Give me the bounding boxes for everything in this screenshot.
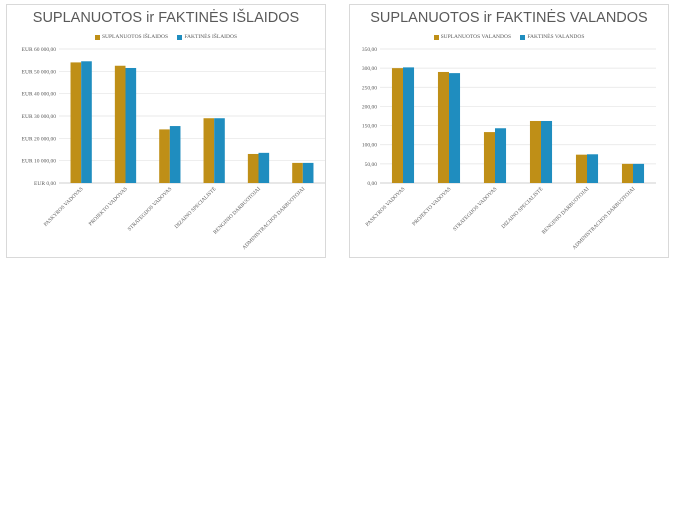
legend-item-actual: FAKTINĖS IŠLAIDOS xyxy=(177,34,237,40)
y-tick-label: EUR 40 000,00 xyxy=(22,92,57,98)
bar-actual xyxy=(403,67,415,183)
bar-actual xyxy=(302,162,314,183)
y-tick-label: 100,00 xyxy=(362,143,377,149)
bar-actual xyxy=(541,120,553,183)
bar-actual xyxy=(214,118,225,183)
y-tick-label: EUR 50 000,00 xyxy=(22,69,57,75)
bar-actual xyxy=(495,128,507,183)
legend-swatch-actual xyxy=(520,34,526,40)
y-tick-label: 50,00 xyxy=(365,162,378,168)
legend-item-actual: FAKTINĖS VALANDOS xyxy=(520,34,584,40)
bar-planned xyxy=(247,153,259,183)
legend-item-planned: SUPLANUOTOS VALANDOS xyxy=(433,34,512,40)
chart-title: SUPLANUOTOS ir FAKTINĖS IŠLAIDOS xyxy=(32,10,300,26)
bar-actual xyxy=(258,152,270,183)
x-tick-label: RENGINIO DARBUOTOJAI xyxy=(541,186,591,236)
x-tick-label: STRATEGIJOS VADOVAS xyxy=(452,186,498,232)
x-tick-label: DIZAINO SPECIALISTĖ xyxy=(173,185,218,230)
chart-plot-expenses: EUR 0,00 EUR 10 000,00 EUR 20 000,00 EUR 30… xyxy=(22,47,325,251)
x-tick-label: PROJEKTO VADOVAS xyxy=(411,186,452,227)
chart-panel-expenses: SUPLANUOTOS ir FAKTINĖS IŠLAIDOS SUPLANU… xyxy=(6,4,326,258)
bar-planned xyxy=(391,68,403,183)
x-tick-label: RENGINIO DARBUOTOJAI xyxy=(212,186,262,236)
bar-actual xyxy=(587,154,599,183)
legend-item-planned: SUPLANUOTOS IŠLAIDOS xyxy=(94,34,169,40)
x-tick-label: PROJEKTO VADOVAS xyxy=(88,186,129,227)
legend-swatch-actual xyxy=(177,34,183,40)
bar-planned xyxy=(114,65,126,183)
bar-planned xyxy=(483,132,495,183)
x-tick-label: STRATEGIJOS VADOVAS xyxy=(127,186,173,232)
bar-actual xyxy=(449,73,461,183)
legend-swatch-planned xyxy=(94,34,100,40)
chart-plot-hours: 0,00 50,00 100,00 150,00 200,00 250,00 300,00 3… xyxy=(362,47,656,251)
y-tick-label: EUR 30 000,00 xyxy=(22,114,57,120)
chart-legend: SUPLANUOTOS IŠLAIDOS FAKTINĖS IŠLAIDOS xyxy=(7,34,325,40)
bar-actual xyxy=(633,163,645,183)
y-tick-label: 200,00 xyxy=(362,104,377,110)
bar-planned xyxy=(575,154,587,183)
bar-planned xyxy=(159,129,170,183)
y-tick-label: 150,00 xyxy=(362,124,377,130)
chart-panel-hours: SUPLANUOTOS ir FAKTINĖS VALANDOS SUPLANU… xyxy=(349,4,669,258)
bar-planned xyxy=(621,163,633,183)
legend-label: FAKTINĖS VALANDOS xyxy=(527,34,585,40)
legend-label: FAKTINĖS IŠLAIDOS xyxy=(184,34,238,40)
bar-planned xyxy=(203,118,215,183)
bar-actual xyxy=(125,67,137,183)
y-tick-label: 300,00 xyxy=(362,66,377,72)
chart-legend: SUPLANUOTOS VALANDOS FAKTINĖS VALANDOS xyxy=(350,34,668,40)
chart-title: SUPLANUOTOS ir FAKTINĖS VALANDOS xyxy=(370,10,648,26)
x-tick-label: PASKYROS VADOVAS xyxy=(43,186,85,228)
legend-swatch-planned xyxy=(433,34,439,40)
legend-label: SUPLANUOTOS VALANDOS xyxy=(440,34,512,40)
y-tick-label: EUR 10 000,00 xyxy=(22,159,57,165)
bar-planned xyxy=(437,71,449,183)
bar-actual xyxy=(81,61,92,183)
y-tick-label: EUR 60 000,00 xyxy=(22,47,57,53)
y-tick-label: EUR 20 000,00 xyxy=(22,136,57,142)
y-tick-label: 0,00 xyxy=(367,181,377,187)
bar-planned xyxy=(70,62,82,183)
y-tick-label: EUR 0,00 xyxy=(34,181,56,187)
legend-label: SUPLANUOTOS IŠLAIDOS xyxy=(101,34,169,40)
y-tick-label: 350,00 xyxy=(362,47,377,53)
y-tick-label: 250,00 xyxy=(362,85,377,91)
bar-planned xyxy=(292,162,303,183)
bar-actual xyxy=(169,126,181,183)
bar-planned xyxy=(529,120,541,183)
x-tick-label: DIZAINO SPECIALISTĖ xyxy=(500,185,545,230)
x-tick-label: PASKYROS VADOVAS xyxy=(365,186,407,228)
